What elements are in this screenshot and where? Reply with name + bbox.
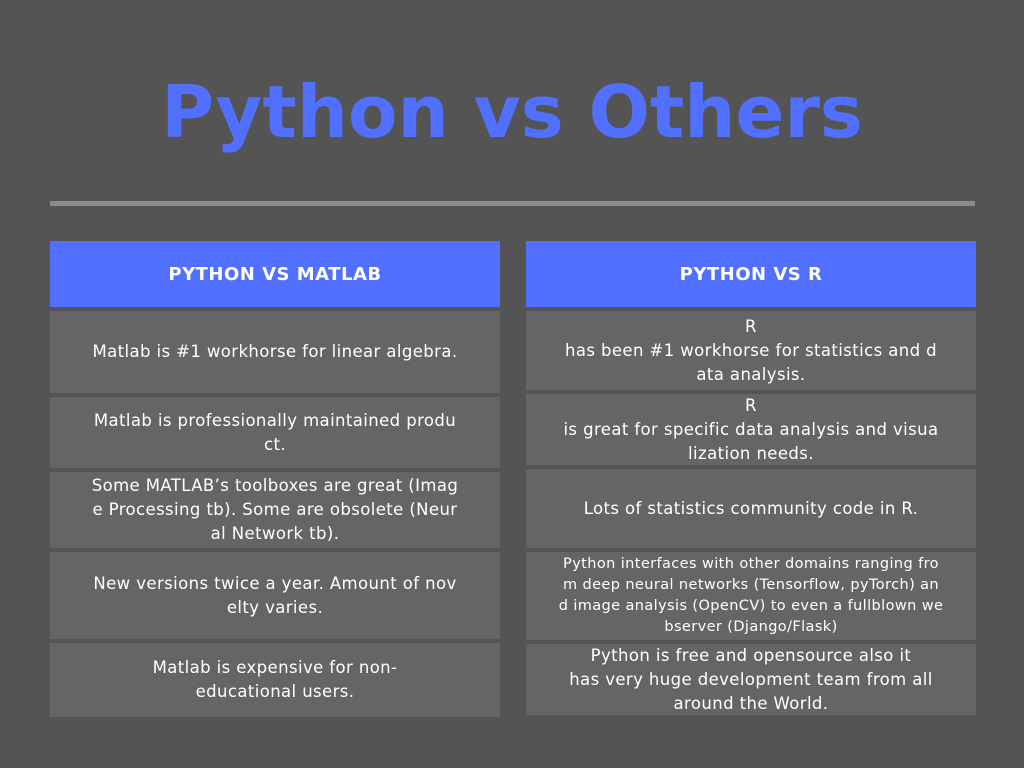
python-vs-matlab-header: PYTHON VS MATLAB xyxy=(50,241,500,307)
r-row-3: Lots of statistics community code in R. xyxy=(526,469,976,548)
r-row-4: Python interfaces with other domains ran… xyxy=(526,552,976,640)
matlab-row-1: Matlab is #1 workhorse for linear algebr… xyxy=(50,311,500,393)
python-vs-matlab-column: PYTHON VS MATLAB Matlab is #1 workhorse … xyxy=(50,241,500,717)
r-row-2: R is great for specific data analysis an… xyxy=(526,394,976,465)
title-divider xyxy=(50,201,975,206)
matlab-row-2: Matlab is professionally maintained prod… xyxy=(50,397,500,468)
r-row-5: Python is free and opensource also it ha… xyxy=(526,644,976,715)
matlab-row-4: New versions twice a year. Amount of nov… xyxy=(50,552,500,639)
python-vs-r-column: PYTHON VS R R has been #1 workhorse for … xyxy=(526,241,976,715)
matlab-row-3: Some MATLAB’s toolboxes are great (Imag … xyxy=(50,472,500,548)
python-vs-r-header: PYTHON VS R xyxy=(526,241,976,307)
matlab-row-5: Matlab is expensive for non- educational… xyxy=(50,643,500,717)
page-title: Python vs Others xyxy=(161,70,863,154)
r-row-1: R has been #1 workhorse for statistics a… xyxy=(526,311,976,390)
